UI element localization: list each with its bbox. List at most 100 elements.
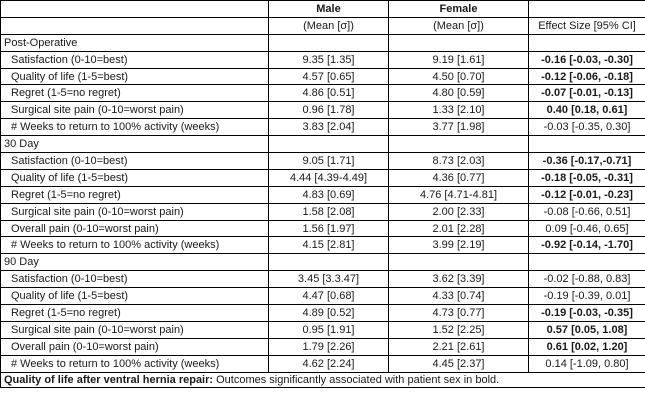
outcome-label: Regret (1-5=no regret) (0, 84, 269, 103)
female-value: 9.19 [1.61] (388, 50, 529, 69)
male-value: 4.47 [0.68] (268, 287, 389, 306)
outcome-label: Regret (1-5=no regret) (0, 185, 269, 204)
female-value: 4.50 [0.70] (388, 67, 529, 86)
male-mean-subheader: (Mean [σ]) (268, 16, 389, 35)
male-value: 9.05 [1.71] (268, 152, 389, 170)
section-header-row: 90 Day (0, 253, 645, 272)
female-column-header: Female (388, 0, 529, 18)
male-value: 4.44 [4.39-4.49] (268, 168, 389, 187)
table-row: Satisfaction (0-10=best) 9.05 [1.71] 8.73 … (0, 152, 645, 170)
empty-cell (388, 253, 529, 272)
section-header-row: Post-Operative (0, 33, 645, 52)
female-mean-subheader: (Mean [σ]) (388, 16, 529, 35)
female-value: 3.62 [3.39] (388, 270, 529, 289)
section-title: 90 Day (0, 253, 269, 272)
female-value: 4.33 [0.74] (388, 287, 529, 306)
female-value: 3.99 [2.19] (388, 236, 529, 255)
outcome-label: Surgical site pain (0-10=worst pain) (0, 320, 269, 339)
male-value: 9.35 [1.35] (268, 50, 389, 69)
female-value: 3.77 [1.98] (388, 118, 529, 137)
effect-size-value: 0.40 [0.18, 0.61] (528, 101, 645, 120)
table-row: Overall pain (0-10=worst pain) 1.79 [2.26… (0, 337, 645, 356)
effect-size-value: 0.09 [-0.46, 0.65] (528, 219, 645, 238)
corner-cell-2 (0, 16, 269, 35)
table-row: # Weeks to return to 100% activity (week… (0, 354, 645, 373)
table-row: Quality of life (1-5=best) 4.57 [0.65] 4.5… (0, 67, 645, 86)
female-value: 4.73 [0.77] (388, 304, 529, 322)
section-title: 30 Day (0, 135, 269, 154)
female-value: 2.21 [2.61] (388, 337, 529, 356)
table-row: Surgical site pain (0-10=worst pain) 0.95… (0, 320, 645, 339)
empty-cell (268, 33, 389, 52)
effect-size-value: 0.57 [0.05, 1.08] (528, 320, 645, 339)
effect-size-value: -0.18 [-0.05, -0.31] (528, 168, 645, 187)
effect-size-value: -0.08 [-0.66, 0.51] (528, 202, 645, 221)
empty-cell (528, 33, 645, 52)
female-value: 4.76 [4.71-4.81] (388, 185, 529, 204)
male-value: 3.45 [3.3.47] (268, 270, 389, 289)
male-column-header: Male (268, 0, 389, 18)
effect-size-value: -0.16 [-0.03, -0.30] (528, 50, 645, 69)
female-value: 8.73 [2.03] (388, 152, 529, 170)
female-value: 1.52 [2.25] (388, 320, 529, 339)
outcome-label: # Weeks to return to 100% activity (week… (0, 118, 269, 137)
female-value: 2.01 [2.28] (388, 219, 529, 238)
outcome-label: Satisfaction (0-10=best) (0, 152, 269, 170)
effect-size-value: 0.61 [0.02, 1.20] (528, 337, 645, 356)
table-row: Quality of life (1-5=best) 4.44 [4.39-4.4… (0, 168, 645, 187)
empty-cell (268, 253, 389, 272)
outcome-label: Quality of life (1-5=best) (0, 67, 269, 86)
outcome-label: # Weeks to return to 100% activity (week… (0, 236, 269, 255)
table-row: Satisfaction (0-10=best) 9.35 [1.35] 9.19 … (0, 50, 645, 69)
male-value: 4.62 [2.24] (268, 354, 389, 373)
male-value: 4.57 [0.65] (268, 67, 389, 86)
male-value: 4.83 [0.69] (268, 185, 389, 204)
caption-text: Outcomes significantly associated with p… (213, 373, 500, 386)
effect-size-value: -0.19 [-0.03, -0.35] (528, 304, 645, 322)
table-row: Quality of life (1-5=best) 4.47 [0.68] 4.3… (0, 287, 645, 306)
table-row: Overall pain (0-10=worst pain) 1.56 [1.97… (0, 219, 645, 238)
female-value: 1.33 [2.10] (388, 101, 529, 120)
male-value: 3.83 [2.04] (268, 118, 389, 137)
table-row: Surgical site pain (0-10=worst pain) 1.58… (0, 202, 645, 221)
male-value: 1.58 [2.08] (268, 202, 389, 221)
corner-cell (0, 0, 269, 18)
table-row: # Weeks to return to 100% activity (week… (0, 118, 645, 137)
table-caption: Quality of life after ventral hernia rep… (0, 371, 645, 388)
male-value: 1.56 [1.97] (268, 219, 389, 238)
outcome-label: Regret (1-5=no regret) (0, 304, 269, 322)
female-value: 2.00 [2.33] (388, 202, 529, 221)
effect-size-header: Effect Size [95% CI] (528, 16, 645, 35)
outcome-label: Surgical site pain (0-10=worst pain) (0, 101, 269, 120)
caption-row: Quality of life after ventral hernia rep… (0, 371, 645, 388)
male-value: 0.95 [1.91] (268, 320, 389, 339)
empty-cell (528, 135, 645, 154)
female-value: 4.36 [0.77] (388, 168, 529, 187)
effect-header-blank-cell (528, 0, 645, 18)
male-value: 1.79 [2.26] (268, 337, 389, 356)
outcome-label: # Weeks to return to 100% activity (week… (0, 354, 269, 373)
effect-size-value: -0.02 [-0.88, 0.83] (528, 270, 645, 289)
empty-cell (388, 33, 529, 52)
effect-size-value: -0.12 [-0.01, -0.23] (528, 185, 645, 204)
male-value: 4.15 [2.81] (268, 236, 389, 255)
empty-cell (388, 135, 529, 154)
male-value: 4.89 [0.52] (268, 304, 389, 322)
caption-title: Quality of life after ventral hernia rep… (4, 373, 214, 386)
effect-size-value: -0.07 [-0.01, -0.13] (528, 84, 645, 103)
outcome-label: Quality of life (1-5=best) (0, 168, 269, 187)
effect-size-value: 0.14 [-1.09, 0.80] (528, 354, 645, 373)
table-row: Regret (1-5=no regret) 4.83 [0.69] 4.76 [4… (0, 185, 645, 204)
table-row: Surgical site pain (0-10=worst pain) 0.96… (0, 101, 645, 120)
table-row: Regret (1-5=no regret) 4.89 [0.52] 4.73 [0… (0, 304, 645, 322)
outcome-label: Quality of life (1-5=best) (0, 287, 269, 306)
outcome-label: Surgical site pain (0-10=worst pain) (0, 202, 269, 221)
effect-size-value: -0.19 [-0.39, 0.01] (528, 287, 645, 306)
female-value: 4.80 [0.59] (388, 84, 529, 103)
outcome-label: Satisfaction (0-10=best) (0, 50, 269, 69)
table-row: # Weeks to return to 100% activity (week… (0, 236, 645, 255)
effect-size-value: -0.92 [-0.14, -1.70] (528, 236, 645, 255)
table-row: Regret (1-5=no regret) 4.86 [0.51] 4.80 [0… (0, 84, 645, 103)
effect-size-value: -0.12 [-0.06, -0.18] (528, 67, 645, 86)
section-title: Post-Operative (0, 33, 269, 52)
